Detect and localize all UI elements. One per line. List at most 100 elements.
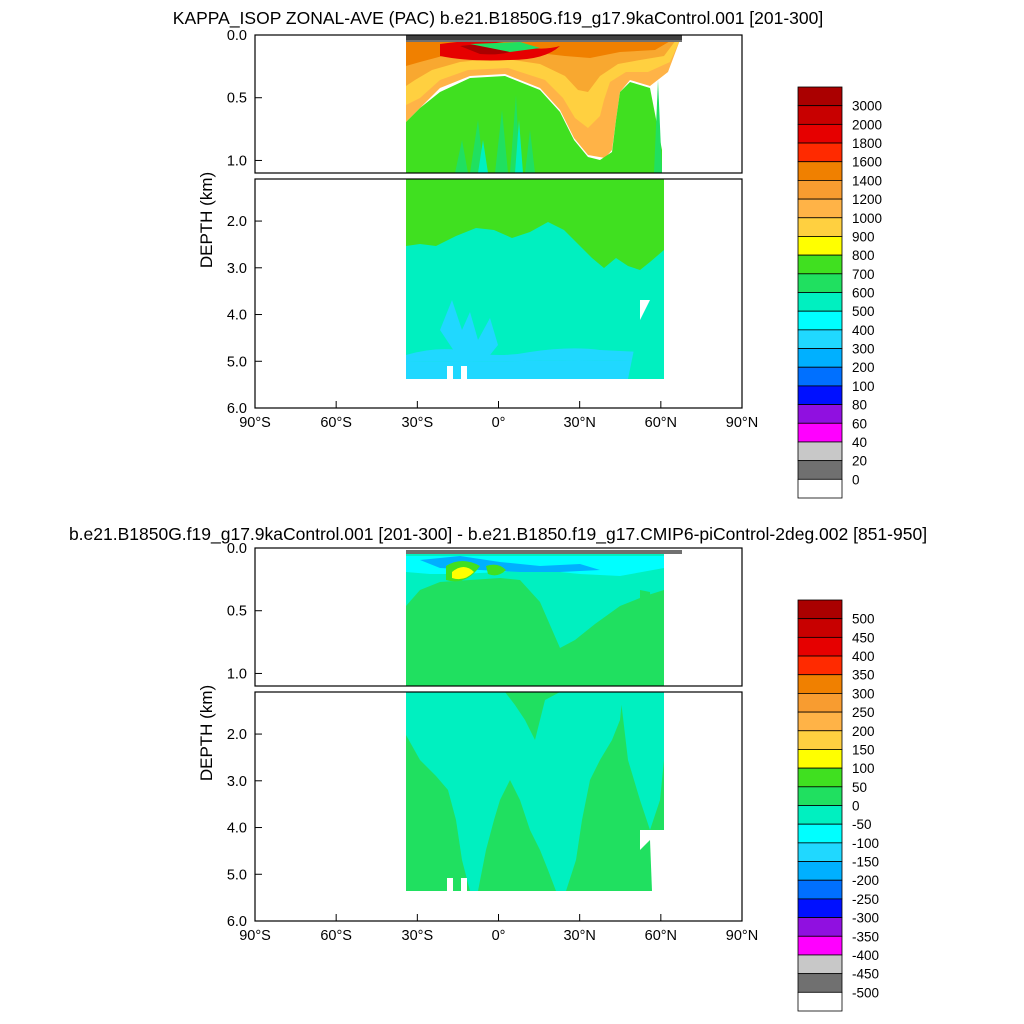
colorbar-swatch [797,460,843,480]
colorbar-label: 50 [852,780,867,795]
colorbar-swatch [797,478,843,499]
x-tick-label: 30°N [563,415,595,431]
panel-2: b.e21.B1850G.f19_g17.9kaControl.001 [201… [69,524,927,1012]
colorbar-label: 40 [852,435,867,450]
y-tick-label: 2.0 [227,214,247,230]
colorbar-swatch [797,273,843,293]
colorbar-swatch [797,991,843,1012]
colorbar-swatch [797,180,843,200]
colorbar-label: 0 [852,472,860,487]
colorbar-swatch [797,730,843,750]
x-tick-label: 0° [492,415,506,431]
colorbar-label: 1800 [852,136,882,151]
y-tick-label: 5.0 [227,867,247,883]
colorbar-label: -350 [852,929,879,944]
colorbar-swatch [797,86,843,107]
y-tick-label: 4.0 [227,821,247,837]
colorbar-label: 100 [852,379,875,394]
x-tick-label: 60°S [320,415,352,431]
colorbar-swatch [797,954,843,975]
colorbar-label: 200 [852,724,875,739]
y-tick-label: 3.0 [227,774,247,790]
panel-2-upper-frame [254,547,743,687]
colorbar-swatch [797,861,843,881]
colorbar-label: 450 [852,630,875,645]
x-tick-label: 30°S [402,928,434,944]
colorbar-swatch [797,105,843,125]
colorbar-label: 3000 [852,99,882,114]
colorbar-swatch [797,142,843,163]
colorbar-label: -50 [852,817,872,832]
colorbar-label: 400 [852,323,875,338]
x-tick-label: 90°S [239,415,271,431]
y-tick-label: 0.5 [227,604,247,620]
colorbar-swatch [797,366,843,387]
colorbar-swatch [797,636,843,657]
colorbar-label: 0 [852,799,860,814]
y-tick-label: 5.0 [227,354,247,370]
panel-2-lower-field [406,692,664,891]
colorbar-swatch [797,348,843,368]
colorbar-swatch [797,404,843,424]
colorbar-label: 80 [852,398,867,413]
colorbar-label: -500 [852,985,879,1000]
panel-2-upper-field [406,550,682,686]
panel-1-axes: 90°S 60°S 30°S 0° 30°N 60°N 90°N 0.0 0.5 1.0 2.0 3.… [227,28,758,431]
colorbar-label: -250 [852,892,879,907]
panel-1-colorbar: 3000200018001600140012001000900800700600… [797,86,882,499]
colorbar-swatch [797,935,843,956]
colorbar-swatch [797,655,843,676]
colorbar-label: 1000 [852,211,882,226]
colorbar-swatch [797,711,843,732]
x-tick-label: 30°N [563,928,595,944]
y-tick-label: 6.0 [227,914,247,930]
panel-1: KAPPA_ISOP ZONAL-AVE (PAC) b.e21.B1850G.… [173,8,882,499]
colorbar-label: 700 [852,267,875,282]
colorbar-swatch [797,879,843,900]
colorbar-swatch [797,749,843,769]
colorbar-swatch [797,198,843,219]
colorbar-label: -200 [852,873,879,888]
y-tick-label: 1.0 [227,666,247,682]
x-tick-label: 90°N [726,415,758,431]
colorbar-label: 1600 [852,155,882,170]
panel-1-upper-frame [254,34,743,174]
colorbar-swatch [797,767,843,788]
y-tick-label: 3.0 [227,261,247,277]
y-tick-label: 2.0 [227,727,247,743]
y-tick-label: 0.0 [227,28,247,44]
colorbar-label: 150 [852,742,875,757]
colorbar-swatch [797,842,843,862]
panel-1-ylabel: DEPTH (km) [197,172,216,268]
colorbar-swatch [797,693,843,713]
y-tick-label: 6.0 [227,401,247,417]
colorbar-swatch [797,599,843,620]
colorbar-swatch [797,292,843,312]
colorbar-label: 1200 [852,192,882,207]
colorbar-swatch [797,310,843,331]
y-tick-label: 1.0 [227,153,247,169]
colorbar-label: -300 [852,911,879,926]
x-tick-label: 0° [492,928,506,944]
colorbar-swatch [797,217,843,237]
colorbar-label: 300 [852,342,875,357]
x-tick-label: 60°N [645,928,677,944]
colorbar-swatch [797,329,843,349]
panel-2-axes: 90°S 60°S 30°S 0° 30°N 60°N 90°N 0.0 0.5 1.0 2.0 3.… [227,541,758,944]
colorbar-label: 500 [852,612,875,627]
colorbar-label: 200 [852,360,875,375]
colorbar-label: -400 [852,948,879,963]
panel-2-title: b.e21.B1850G.f19_g17.9kaControl.001 [201… [69,524,927,545]
colorbar-label: 600 [852,286,875,301]
colorbar-swatch [797,422,843,443]
colorbar-label: 800 [852,248,875,263]
colorbar-swatch [797,123,843,144]
colorbar-label: 1400 [852,173,882,188]
colorbar-label: -100 [852,836,879,851]
colorbar-label: 20 [852,454,867,469]
panel-1-lower-field [406,179,664,379]
colorbar-swatch [797,385,843,405]
colorbar-swatch [797,786,843,806]
x-tick-label: 90°N [726,928,758,944]
